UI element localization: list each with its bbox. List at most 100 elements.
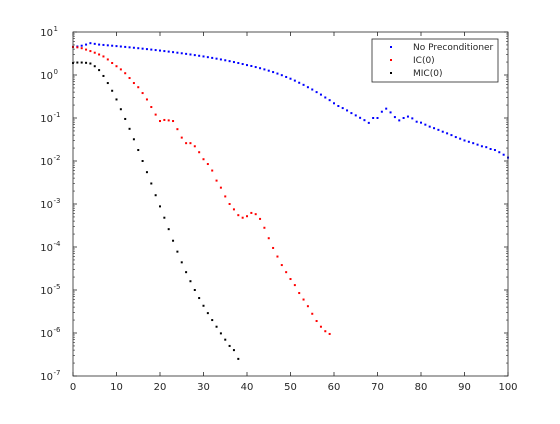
- y-tick-exponent: 1: [54, 25, 58, 33]
- data-point: [219, 332, 222, 335]
- y-tick-base: 10: [40, 286, 53, 297]
- data-point: [306, 86, 309, 89]
- y-tick-exponent: -2: [54, 154, 61, 162]
- data-point: [80, 44, 83, 47]
- x-tick-label: 90: [458, 382, 471, 393]
- data-point: [359, 116, 362, 119]
- data-point: [263, 226, 266, 229]
- x-tick-label: 30: [197, 382, 210, 393]
- data-point: [189, 53, 192, 56]
- y-tick-exponent: -7: [54, 369, 61, 377]
- data-point: [98, 43, 101, 46]
- data-point: [119, 68, 122, 71]
- data-point: [185, 271, 188, 274]
- data-point: [145, 171, 148, 174]
- data-point: [198, 151, 201, 154]
- data-point: [315, 320, 318, 323]
- data-point: [459, 137, 462, 140]
- plot-background: [73, 32, 508, 376]
- data-point: [285, 75, 288, 78]
- y-tick-exponent: -5: [54, 283, 61, 291]
- y-tick-base: 10: [40, 243, 53, 254]
- data-point: [193, 54, 196, 57]
- data-point: [246, 64, 248, 67]
- data-point: [163, 216, 166, 219]
- data-point: [367, 121, 370, 124]
- data-point: [219, 58, 222, 61]
- data-point: [202, 158, 205, 161]
- y-tick-label: 10 0: [40, 68, 58, 82]
- data-point: [102, 74, 105, 77]
- legend: No Preconditioner IC(0) MIC(0): [371, 38, 499, 83]
- data-point: [80, 61, 83, 64]
- data-point: [167, 50, 170, 53]
- data-point: [85, 48, 88, 51]
- data-point: [154, 49, 157, 52]
- data-point: [206, 163, 209, 166]
- y-tick-base: 10: [40, 200, 53, 211]
- data-point: [106, 82, 109, 85]
- data-point: [437, 128, 440, 131]
- data-point: [246, 215, 248, 218]
- data-point: [237, 62, 240, 65]
- data-point: [446, 132, 449, 135]
- x-tick-label: 70: [371, 382, 384, 393]
- data-point: [111, 89, 114, 92]
- data-point: [93, 51, 96, 54]
- y-tick-label: 10 -4: [40, 240, 61, 254]
- data-point: [415, 120, 418, 123]
- data-point: [202, 55, 205, 58]
- data-point: [302, 298, 305, 301]
- data-point: [185, 142, 188, 145]
- legend-marker: [390, 46, 392, 48]
- data-point: [428, 125, 431, 128]
- data-point: [385, 107, 388, 110]
- data-point: [232, 349, 235, 352]
- data-point: [219, 186, 222, 189]
- data-point: [93, 42, 96, 45]
- data-point: [137, 47, 140, 50]
- data-point: [372, 117, 375, 119]
- data-point: [111, 44, 114, 47]
- data-point: [224, 59, 227, 62]
- data-point: [215, 325, 218, 328]
- data-point: [298, 292, 301, 295]
- data-point: [324, 96, 327, 99]
- data-point: [98, 69, 101, 72]
- legend-item: No Preconditioner: [390, 43, 494, 53]
- data-point: [137, 86, 140, 89]
- y-tick-label: 10 -1: [40, 111, 60, 125]
- data-point: [393, 116, 396, 119]
- data-point: [172, 120, 175, 123]
- data-point: [259, 217, 262, 220]
- data-point: [137, 149, 140, 152]
- data-point: [224, 195, 227, 198]
- data-point: [180, 52, 183, 55]
- data-point: [128, 77, 131, 80]
- data-point: [467, 140, 470, 143]
- data-point: [454, 136, 457, 139]
- x-tick-label: 60: [328, 382, 341, 393]
- data-point: [276, 255, 279, 258]
- data-point: [293, 284, 296, 287]
- data-point: [141, 92, 144, 95]
- data-point: [89, 42, 92, 45]
- data-point: [306, 305, 309, 308]
- legend-item: IC(0): [390, 56, 435, 66]
- data-point: [433, 127, 436, 130]
- legend-marker: [390, 59, 392, 61]
- data-point: [163, 118, 166, 121]
- data-point: [232, 61, 235, 64]
- x-tick-label: 10: [110, 382, 123, 393]
- data-point: [119, 108, 122, 111]
- data-point: [119, 45, 122, 48]
- data-point: [215, 57, 218, 60]
- data-point: [124, 45, 127, 48]
- data-point: [267, 69, 270, 72]
- data-point: [267, 237, 270, 240]
- data-point: [76, 61, 79, 64]
- x-tick-label: 0: [70, 382, 76, 393]
- data-point: [493, 149, 496, 152]
